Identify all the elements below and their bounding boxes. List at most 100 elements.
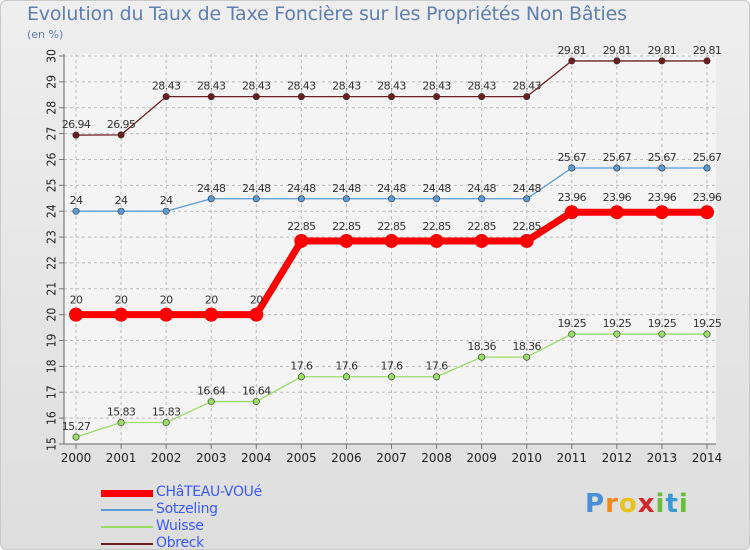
data-point-chateau-voue xyxy=(294,233,309,248)
data-point-wuisse xyxy=(297,373,305,381)
data-label-wuisse: 17.6 xyxy=(380,360,403,373)
x-tick-label: 2004 xyxy=(241,451,272,465)
data-point-wuisse xyxy=(252,398,260,406)
legend-label: Sotzeling xyxy=(156,501,218,517)
data-label-obreck: 29.81 xyxy=(558,44,587,57)
data-label-wuisse: 17.6 xyxy=(335,360,358,373)
x-tick-label: 2011 xyxy=(557,451,588,465)
logo-letter: o xyxy=(618,489,638,519)
data-label-wuisse: 15.83 xyxy=(152,406,181,419)
data-label-wuisse: 15.27 xyxy=(62,420,91,433)
data-point-sotzeling xyxy=(207,195,215,203)
chart-title: Evolution du Taux de Taxe Foncière sur l… xyxy=(27,3,627,25)
data-point-sotzeling xyxy=(297,195,305,203)
data-point-chateau-voue xyxy=(700,205,714,220)
data-point-sotzeling xyxy=(523,195,531,203)
data-label-sotzeling: 24 xyxy=(160,194,173,207)
data-label-chateau-voue: 23.96 xyxy=(648,191,677,204)
data-point-obreck xyxy=(297,93,305,101)
x-tick-label: 2007 xyxy=(376,451,407,465)
data-label-chateau-voue: 22.85 xyxy=(512,220,541,233)
legend-swatch-chateau-voue xyxy=(101,490,153,497)
data-point-sotzeling xyxy=(72,207,80,215)
y-tick-label: 28 xyxy=(45,101,59,115)
data-label-obreck: 28.43 xyxy=(152,80,181,93)
data-label-sotzeling: 24.48 xyxy=(197,182,226,195)
data-point-obreck xyxy=(703,57,711,65)
y-tick-label: 25 xyxy=(45,178,59,192)
data-point-sotzeling xyxy=(117,207,125,215)
data-label-chateau-voue: 20 xyxy=(250,294,263,307)
data-point-chateau-voue xyxy=(474,233,489,248)
x-tick-label: 2000 xyxy=(61,451,92,465)
data-label-sotzeling: 25.67 xyxy=(693,151,722,164)
data-label-obreck: 28.43 xyxy=(422,80,451,93)
data-label-sotzeling: 24.48 xyxy=(422,182,451,195)
data-point-sotzeling xyxy=(433,195,441,203)
data-label-obreck: 28.43 xyxy=(467,80,496,93)
logo-letter: i xyxy=(655,489,666,519)
data-label-sotzeling: 24.48 xyxy=(467,182,496,195)
data-label-sotzeling: 25.67 xyxy=(558,151,587,164)
data-point-wuisse xyxy=(703,330,711,338)
data-label-chateau-voue: 23.96 xyxy=(558,191,587,204)
data-label-wuisse: 15.83 xyxy=(107,406,136,419)
data-label-sotzeling: 24.48 xyxy=(287,182,316,195)
x-tick-label: 2009 xyxy=(466,451,497,465)
data-label-chateau-voue: 22.85 xyxy=(332,220,361,233)
data-label-obreck: 28.43 xyxy=(287,80,316,93)
data-point-obreck xyxy=(342,93,350,101)
logo-letter: x xyxy=(637,489,656,519)
data-labels: 26.94 26.95 28.43 28.43 28.43 28.43 28.43 28.43… xyxy=(62,44,723,433)
data-point-obreck xyxy=(523,93,531,101)
data-point-obreck xyxy=(72,131,80,139)
y-tick-label: 26 xyxy=(45,152,59,166)
data-label-sotzeling: 24 xyxy=(70,194,83,207)
y-tick-label: 24 xyxy=(45,204,59,218)
data-point-obreck xyxy=(613,57,621,65)
data-point-chateau-voue xyxy=(204,307,219,322)
data-label-wuisse: 19.25 xyxy=(648,317,677,330)
data-label-chateau-voue: 23.96 xyxy=(693,191,722,204)
proxiti-logo: Proxiti xyxy=(585,489,689,519)
y-tick-label: 29 xyxy=(45,75,59,89)
data-point-obreck xyxy=(433,93,441,101)
data-label-obreck: 28.43 xyxy=(332,80,361,93)
data-label-wuisse: 18.36 xyxy=(467,340,496,353)
data-label-wuisse: 19.25 xyxy=(558,317,587,330)
y-tick-label: 27 xyxy=(45,127,59,141)
series-points xyxy=(69,57,714,441)
data-point-chateau-voue xyxy=(339,233,354,248)
data-label-sotzeling: 24.48 xyxy=(512,182,541,195)
data-point-chateau-voue xyxy=(654,205,669,220)
x-tick-label: 2014 xyxy=(692,451,723,465)
logo-letter: P xyxy=(585,489,606,519)
data-label-wuisse: 19.25 xyxy=(603,317,632,330)
data-label-wuisse: 19.25 xyxy=(693,317,722,330)
y-tick-label: 23 xyxy=(45,230,59,244)
x-tick-label: 2002 xyxy=(151,451,182,465)
data-label-obreck: 26.95 xyxy=(107,118,136,131)
logo-letter: t xyxy=(665,489,679,519)
data-point-chateau-voue xyxy=(384,233,399,248)
x-tick-label: 2005 xyxy=(286,451,317,465)
data-point-obreck xyxy=(162,93,170,101)
data-label-chateau-voue: 20 xyxy=(115,294,128,307)
data-label-chateau-voue: 20 xyxy=(160,294,173,307)
data-point-obreck xyxy=(478,93,486,101)
data-point-chateau-voue xyxy=(564,205,579,220)
data-label-obreck: 28.43 xyxy=(197,80,226,93)
x-tick-label: 2006 xyxy=(331,451,362,465)
x-tick-label: 2010 xyxy=(511,451,542,465)
data-label-sotzeling: 24.48 xyxy=(377,182,406,195)
legend-swatch-sotzeling xyxy=(101,509,153,511)
data-point-sotzeling xyxy=(342,195,350,203)
data-label-obreck: 29.81 xyxy=(648,44,677,57)
data-label-chateau-voue: 22.85 xyxy=(422,220,451,233)
logo-letter: r xyxy=(605,489,619,519)
data-point-wuisse xyxy=(568,330,576,338)
data-point-obreck xyxy=(568,57,576,65)
x-tick-label: 2003 xyxy=(196,451,227,465)
